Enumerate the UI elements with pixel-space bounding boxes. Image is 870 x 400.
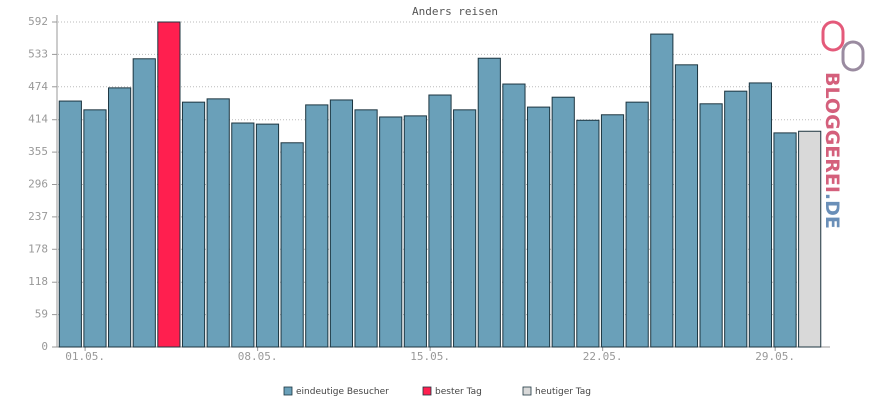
x-tick-label: 15.05. [410,350,450,363]
logo-icon [821,20,865,72]
bar [502,83,526,348]
bar [231,122,255,348]
legend-label: bester Tag [435,387,482,397]
y-tick-label: 533 [28,47,48,60]
bar [748,82,772,348]
bar [206,98,230,348]
bar [724,90,748,348]
bar [157,21,181,348]
y-tick-label: 118 [28,275,48,288]
watermark: BLOGGEREI.DE [822,72,844,229]
bar [83,109,107,348]
x-tick-label: 29.05. [755,350,795,363]
bar [650,33,674,348]
bar [58,100,82,348]
bar [379,116,403,348]
bar [477,57,501,348]
legend-swatch [422,386,432,396]
y-tick-label: 592 [28,15,48,28]
y-tick-label: 178 [28,242,48,255]
y-tick-label: 0 [41,340,48,353]
x-tick-label: 22.05. [583,350,623,363]
bar [354,109,378,348]
legend-label: eindeutige Besucher [296,387,389,397]
x-tick-label: 01.05. [65,350,105,363]
bar [280,142,304,348]
y-tick-label: 237 [28,210,48,223]
watermark-main: BLOGGEREI [822,72,844,193]
x-tick-label: 08.05. [238,350,278,363]
bar [305,104,329,348]
bar [453,109,477,348]
bar [576,119,600,348]
bar [625,101,649,348]
legend-swatch [283,386,293,396]
bar [181,101,206,348]
bar [773,132,797,348]
y-tick-label: 414 [28,113,48,126]
legend-label: heutiger Tag [535,387,591,397]
y-tick-label: 296 [28,178,48,191]
bar [329,99,354,348]
bar [674,64,699,348]
bar [699,103,723,348]
bar [600,114,625,348]
bar [108,87,132,348]
bar [526,106,551,348]
y-tick-label: 59 [35,308,48,321]
bar [798,130,822,348]
bar [403,115,427,348]
y-tick-label: 474 [28,80,48,93]
bar [551,96,575,348]
y-tick-label: 355 [28,145,48,158]
legend-swatch [522,386,532,396]
watermark-domain: .DE [822,193,844,229]
bar [255,123,280,348]
bar [132,58,156,348]
bar [428,94,452,348]
chart-title: Anders reisen [412,5,498,18]
